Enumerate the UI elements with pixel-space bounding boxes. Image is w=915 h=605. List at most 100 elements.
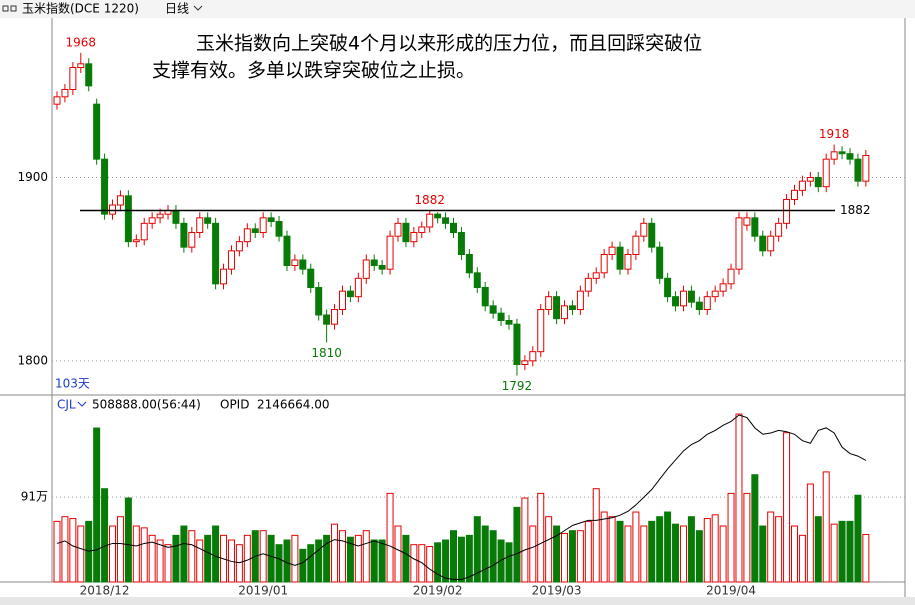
candle-body bbox=[465, 254, 473, 274]
high-label: 1918 bbox=[819, 127, 850, 141]
candle-body bbox=[759, 235, 767, 252]
volume-bar bbox=[521, 497, 529, 583]
volume-bar bbox=[156, 539, 164, 583]
volume-bar bbox=[814, 516, 822, 583]
volume-bar bbox=[172, 534, 180, 583]
candle-body bbox=[592, 272, 600, 279]
candle-body bbox=[410, 232, 418, 243]
volume-bar bbox=[53, 520, 61, 583]
volume-bar bbox=[830, 523, 838, 583]
candle-body bbox=[711, 290, 719, 298]
volume-bar bbox=[561, 532, 569, 583]
volume-bar bbox=[481, 525, 489, 583]
volume-bar bbox=[473, 516, 481, 583]
volume-bar bbox=[259, 530, 267, 583]
candle-body bbox=[862, 155, 870, 182]
candle-body bbox=[124, 195, 132, 243]
volume-bar bbox=[386, 492, 394, 583]
candle-body bbox=[648, 222, 656, 248]
candle-body bbox=[291, 259, 299, 266]
volume-bar bbox=[505, 542, 513, 583]
volume-bar bbox=[346, 536, 354, 583]
y-tick-label: 1900 bbox=[17, 170, 48, 184]
volume-bar bbox=[148, 534, 156, 583]
volume-bar bbox=[370, 539, 378, 583]
volume-bar bbox=[291, 534, 299, 583]
annotation: 支撑有效。多单以跌穿突破位之止损。 bbox=[152, 60, 475, 82]
candle-body bbox=[806, 177, 814, 182]
volume-bar bbox=[497, 539, 505, 583]
volume-bar bbox=[553, 525, 561, 583]
candle-body bbox=[854, 158, 862, 182]
volume-bar bbox=[267, 534, 275, 583]
candle-body bbox=[212, 222, 220, 285]
candle-body bbox=[473, 272, 481, 289]
candle-body bbox=[315, 287, 323, 316]
volume-bar bbox=[854, 494, 862, 583]
candle-body bbox=[101, 158, 109, 215]
volume-value: 508888.00(56:44) bbox=[92, 398, 201, 412]
volume-bar bbox=[489, 530, 497, 583]
volume-bar bbox=[132, 525, 140, 583]
candle-body bbox=[561, 305, 569, 320]
candle-body bbox=[275, 221, 283, 237]
candle-body bbox=[687, 290, 695, 303]
candle-body bbox=[616, 246, 624, 270]
volume-bar bbox=[576, 530, 584, 583]
volume-bar bbox=[616, 520, 624, 583]
dropdown-arrow[interactable] bbox=[193, 5, 203, 11]
volume-bar bbox=[69, 518, 77, 583]
candle-body bbox=[457, 232, 465, 255]
volume-bar bbox=[338, 530, 346, 583]
volume-bar bbox=[394, 525, 402, 583]
status-strip bbox=[0, 597, 915, 605]
candle-body bbox=[148, 217, 156, 224]
volume-bar bbox=[783, 432, 791, 583]
candle-body bbox=[672, 296, 680, 307]
candle-body bbox=[679, 290, 687, 307]
volume-bar bbox=[592, 488, 600, 583]
volume-bar bbox=[323, 534, 331, 583]
candle-body bbox=[656, 246, 664, 279]
icon bbox=[2, 5, 9, 12]
candle-body bbox=[600, 254, 608, 274]
volume-bar bbox=[608, 516, 616, 583]
volume-bar bbox=[703, 518, 711, 583]
volume-bar bbox=[529, 525, 537, 583]
dropdown-arrow[interactable] bbox=[77, 401, 87, 407]
volume-bar bbox=[331, 523, 339, 583]
volume-bar bbox=[806, 483, 814, 583]
candle-body bbox=[775, 222, 783, 237]
high-label: 1882 bbox=[414, 193, 445, 207]
candle-body bbox=[220, 268, 228, 285]
volume-bar bbox=[798, 534, 806, 583]
candle-body bbox=[640, 222, 648, 237]
volume-bar bbox=[188, 530, 196, 583]
x-tick-label: 2019/03 bbox=[532, 584, 582, 598]
period[interactable]: 日线 bbox=[165, 2, 189, 16]
candle-body bbox=[568, 305, 576, 311]
volume-bar bbox=[656, 516, 664, 583]
candle-body bbox=[204, 217, 212, 224]
volume-bar bbox=[196, 539, 204, 583]
volume-bar bbox=[672, 523, 680, 583]
candle-body bbox=[77, 63, 85, 68]
volume-label: CJL bbox=[57, 398, 76, 412]
volume-bar bbox=[109, 525, 117, 583]
oi-line bbox=[56, 414, 867, 580]
bar-count: 103天 bbox=[55, 377, 90, 391]
candle-body bbox=[537, 309, 545, 353]
volume-bar bbox=[545, 516, 553, 583]
volume-bar bbox=[513, 506, 521, 583]
low-label: 1810 bbox=[311, 346, 342, 360]
volume-bar bbox=[116, 516, 124, 583]
volume-bar bbox=[235, 544, 243, 583]
volume-bar bbox=[275, 544, 283, 583]
volume-bar bbox=[790, 525, 798, 583]
oi-label: OPID bbox=[220, 398, 249, 412]
x-tick-label: 2019/01 bbox=[238, 584, 288, 598]
low-label: 1792 bbox=[502, 379, 533, 393]
candle-body bbox=[521, 360, 529, 366]
candle-body bbox=[132, 239, 140, 243]
